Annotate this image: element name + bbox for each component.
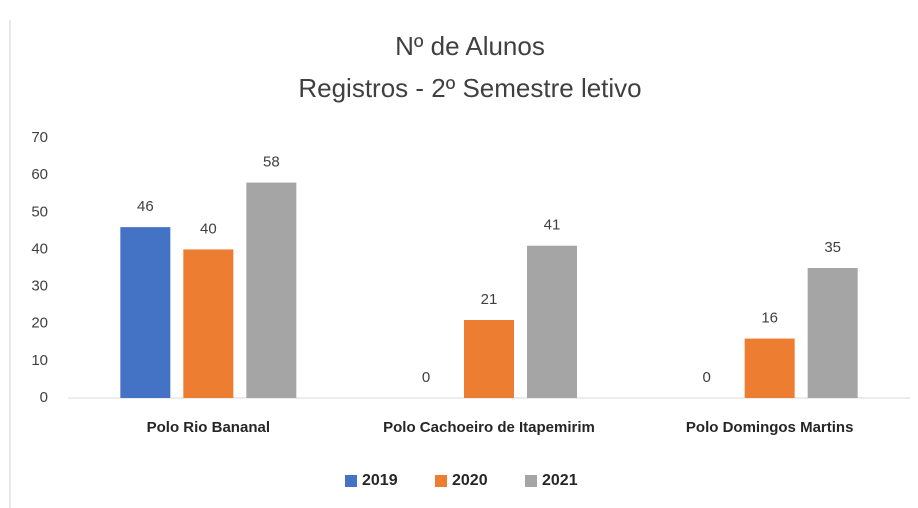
- data-label: 0: [422, 369, 430, 386]
- legend-label: 2019: [362, 472, 398, 489]
- data-label: 0: [702, 369, 710, 386]
- data-label: 40: [200, 220, 217, 237]
- y-tick-label: 60: [31, 166, 48, 183]
- data-label: 41: [544, 217, 561, 234]
- y-tick-label: 70: [31, 129, 48, 146]
- y-tick-label: 0: [40, 389, 48, 406]
- y-tick-label: 50: [31, 203, 48, 220]
- legend-swatch: [345, 475, 357, 487]
- bar: [527, 245, 577, 398]
- data-label: 21: [481, 291, 498, 308]
- bar: [744, 338, 795, 398]
- legend-swatch: [435, 475, 447, 487]
- legend-label: 2020: [452, 472, 488, 489]
- legend-label: 2021: [542, 472, 578, 489]
- bar: [246, 182, 297, 398]
- data-label: 35: [824, 239, 841, 256]
- data-label: 46: [137, 198, 154, 215]
- x-tick-label: Polo Cachoeiro de Itapemirim: [383, 419, 595, 436]
- chart-subtitle: Registros - 2º Semestre letivo: [298, 73, 641, 103]
- legend-swatch: [525, 475, 537, 487]
- y-tick-label: 30: [31, 278, 48, 295]
- chart-title: Nº de Alunos: [395, 31, 545, 61]
- bar: [807, 268, 858, 398]
- x-tick-label: Polo Domingos Martins: [686, 419, 854, 436]
- y-tick-label: 40: [31, 240, 48, 257]
- x-tick-label: Polo Rio Bananal: [147, 419, 270, 436]
- y-tick-label: 20: [31, 315, 48, 332]
- bar: [183, 249, 234, 398]
- bar: [120, 227, 171, 398]
- y-tick-label: 10: [31, 352, 48, 369]
- bar: [464, 320, 514, 398]
- data-label: 58: [263, 154, 280, 171]
- data-label: 16: [761, 310, 778, 327]
